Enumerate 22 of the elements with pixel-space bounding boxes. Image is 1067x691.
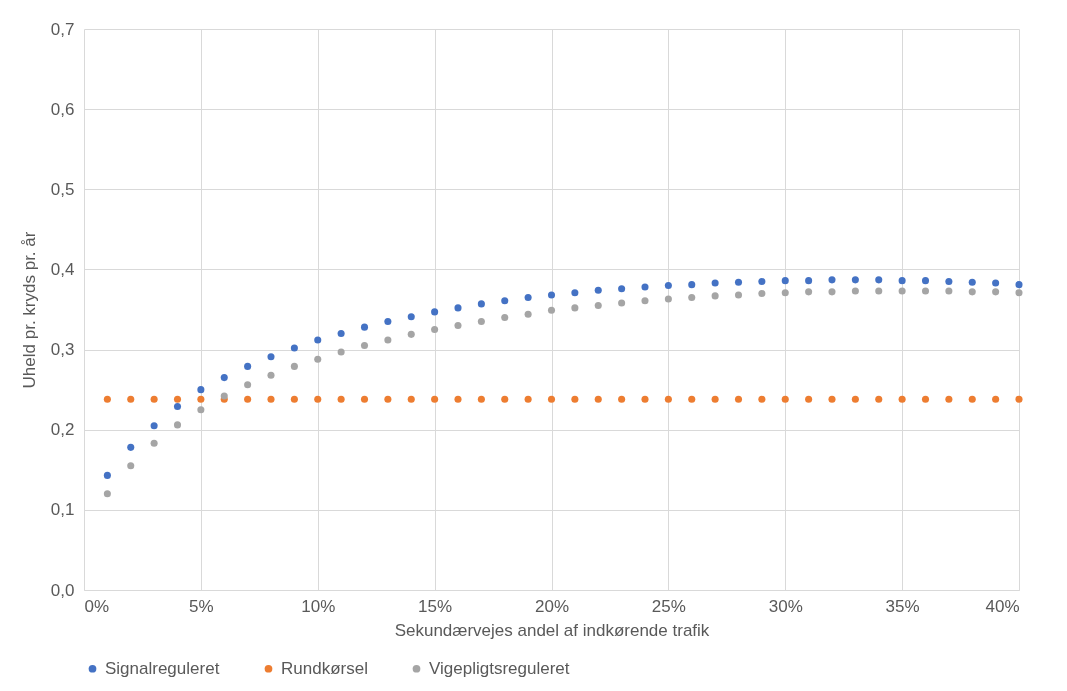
x-tick-label: 30% (768, 596, 803, 616)
x-tick-label: 40% (985, 596, 1020, 616)
y-tick-label: 0,3 (50, 340, 75, 360)
y-tick-label: 0,0 (50, 580, 75, 600)
x-tick-label: 35% (885, 596, 920, 616)
x-tick-label: 5% (189, 596, 214, 616)
legend-label: Rundkørsel (281, 658, 368, 678)
x-tick-label: 25% (651, 596, 686, 616)
y-tick-label: 0,6 (50, 99, 75, 119)
x-tick-label: 20% (534, 596, 570, 616)
x-tick-label: 15% (418, 596, 453, 616)
y-tick-label: 0,7 (50, 19, 75, 39)
x-tick-label: 0% (84, 596, 110, 616)
legend-label: Signalreguleret (105, 658, 220, 678)
y-tick-label: 0,2 (50, 420, 75, 440)
y-tick-label: 0,4 (50, 259, 75, 279)
x-tick-label: 10% (301, 596, 336, 616)
legend-label: Vigepligtsreguleret (429, 658, 570, 678)
y-tick-label: 0,1 (50, 500, 75, 520)
x-axis-title: Sekundærvejes andel af indkørende trafik (394, 620, 710, 640)
y-axis-title: Uheld pr. kryds pr. år (19, 231, 39, 389)
y-tick-label: 0,5 (50, 179, 75, 199)
